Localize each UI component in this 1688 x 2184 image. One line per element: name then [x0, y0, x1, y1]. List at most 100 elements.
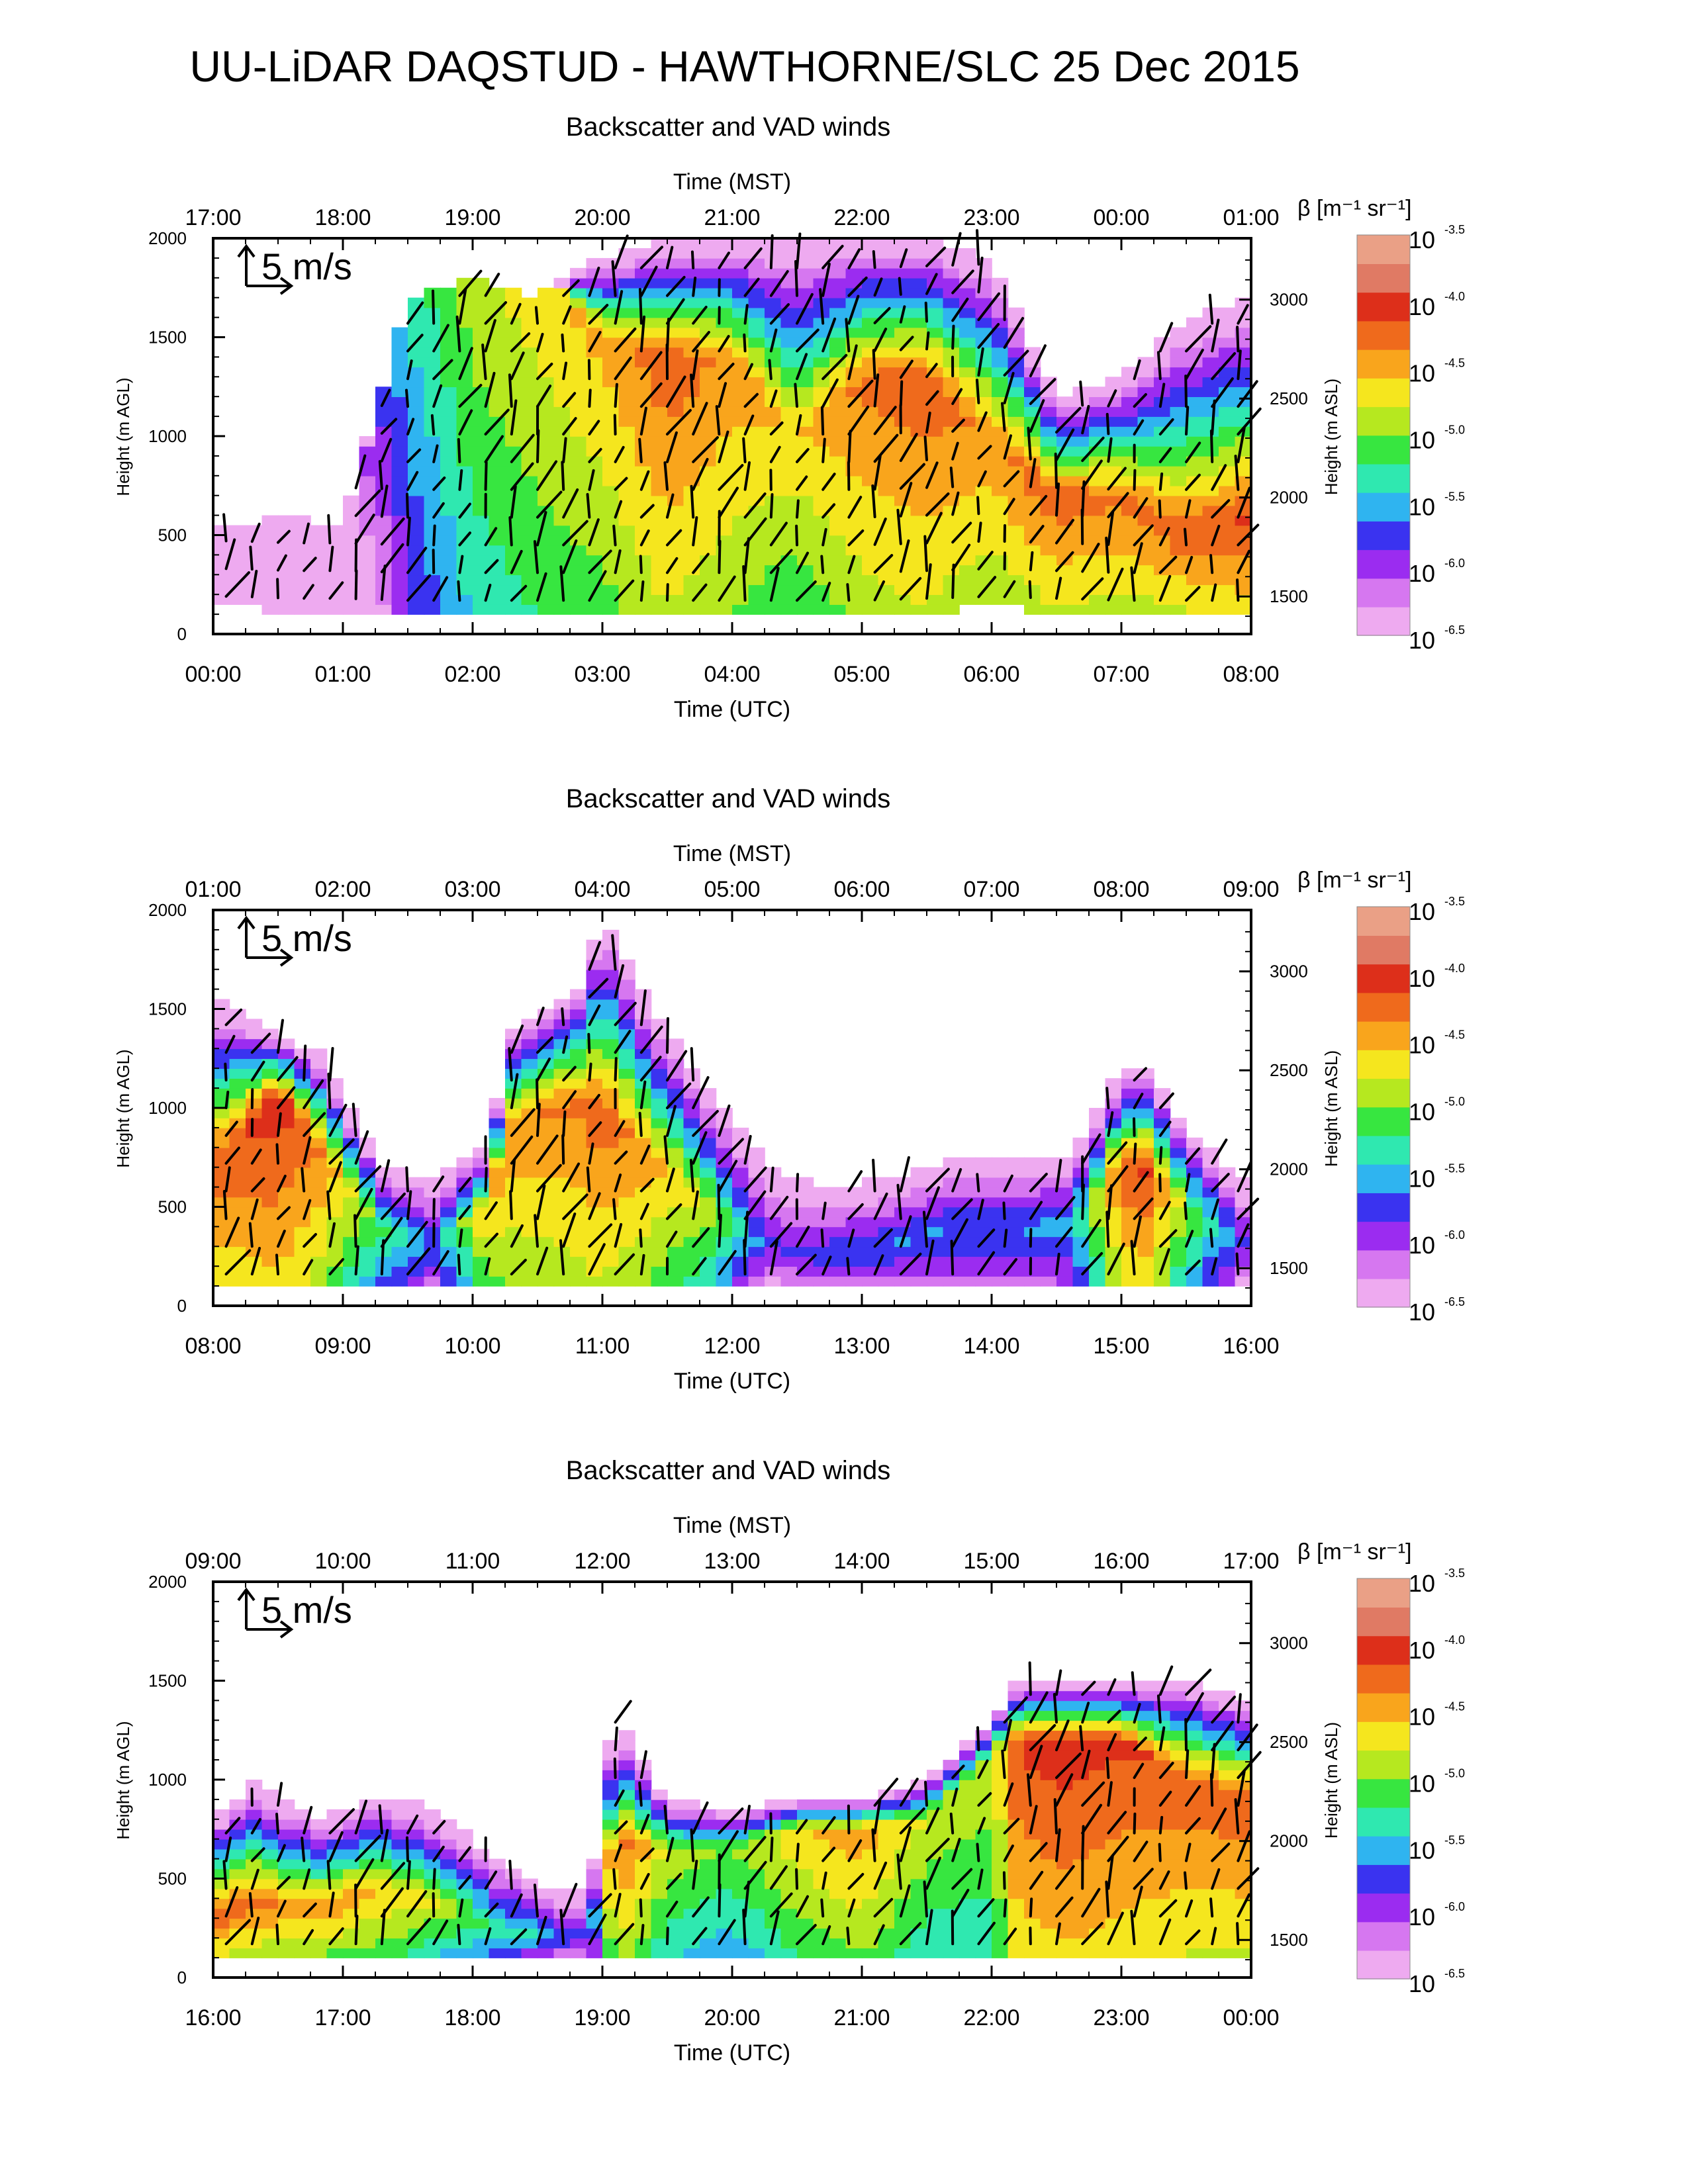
heatmap-cell: [310, 1948, 328, 1958]
heatmap-cell: [1008, 1740, 1025, 1751]
heatmap-cell: [570, 485, 587, 496]
heatmap-cell: [700, 1127, 717, 1138]
heatmap-cell: [1202, 1147, 1219, 1158]
heatmap-cell: [1008, 1206, 1025, 1218]
heatmap-cell: [1121, 1177, 1139, 1188]
heatmap-cell: [780, 367, 798, 378]
heatmap-cell: [618, 307, 635, 318]
heatmap-cell: [992, 1789, 1009, 1800]
wind-arrow: [639, 529, 650, 547]
heatmap-cell: [310, 1839, 328, 1850]
heatmap-cell: [732, 257, 749, 269]
heatmap-cell: [975, 1829, 992, 1840]
heatmap-cell: [862, 1898, 879, 1909]
heatmap-cell: [667, 1878, 684, 1889]
heatmap-cell: [326, 1246, 344, 1257]
heatmap-cell: [359, 1266, 376, 1277]
heatmap-cell: [780, 1888, 798, 1899]
heatmap-cell: [570, 267, 587, 279]
heatmap-cell: [829, 1848, 847, 1860]
colorbar-exponent: -3.5: [1444, 223, 1465, 236]
heatmap-cell: [1072, 1848, 1090, 1860]
heatmap-cell: [246, 1799, 263, 1810]
heatmap-cell: [278, 1928, 295, 1938]
heatmap-cell: [1121, 505, 1139, 516]
heatmap-cell: [618, 436, 635, 447]
heatmap-cell: [538, 445, 555, 457]
heatmap-cell: [1170, 1137, 1187, 1148]
heatmap-cell: [602, 1019, 620, 1030]
heatmap-cell: [878, 565, 895, 576]
heatmap-cell: [246, 1048, 263, 1060]
heatmap-cell: [570, 1108, 587, 1118]
heatmap-cell: [1137, 1226, 1154, 1238]
heatmap-cell: [440, 1868, 457, 1880]
colorbar-exponent: -4.5: [1444, 1028, 1465, 1042]
heatmap-cell: [553, 545, 571, 556]
heatmap-cell: [1235, 604, 1252, 615]
wind-arrow: [873, 406, 897, 435]
x-axis-label: Time (UTC): [674, 1369, 790, 1394]
heatmap-cell: [473, 584, 490, 595]
wind-arrow: [222, 1190, 228, 1220]
wind-arrow: [224, 1249, 252, 1276]
heatmap-cell: [261, 1848, 279, 1860]
wind-arrow: [458, 531, 471, 547]
heatmap-cell: [1235, 406, 1252, 417]
heatmap-cell: [310, 1888, 328, 1899]
heatmap-cell: [1219, 525, 1236, 536]
heatmap-cell: [505, 485, 522, 496]
wind-arrow: [1107, 1184, 1113, 1220]
heatmap-cell: [716, 297, 733, 308]
heatmap-cell: [732, 267, 749, 279]
heatmap-cell: [651, 1266, 668, 1277]
wind-arrow: [873, 373, 880, 408]
heatmap-cell: [829, 267, 847, 279]
heatmap-cell: [553, 1276, 571, 1287]
heatmap-cell: [1202, 584, 1219, 595]
heatmap-cell: [391, 455, 408, 467]
heatmap-cell: [246, 1197, 263, 1208]
heatmap-cell: [829, 327, 847, 338]
heatmap-cell: [862, 555, 879, 566]
top-tick-label: 06:00: [833, 877, 890, 902]
heatmap-cell: [651, 525, 668, 536]
heatmap-cell: [635, 545, 652, 556]
heatmap-cell: [1186, 436, 1203, 447]
heatmap-cell: [570, 1177, 587, 1188]
heatmap-cell: [829, 1928, 847, 1938]
wind-arrow: [303, 584, 314, 600]
heatmap-cell: [748, 1948, 765, 1958]
heatmap-cell: [538, 1216, 555, 1228]
heatmap-cell: [553, 445, 571, 457]
heatmap-cell: [310, 1858, 328, 1870]
heatmap-cell: [326, 1819, 344, 1830]
wind-arrow: [977, 551, 994, 570]
heatmap-cell: [1072, 1809, 1090, 1820]
heatmap-cell: [1219, 545, 1236, 556]
heatmap-cell: [1089, 1858, 1106, 1870]
heatmap-cell: [261, 1098, 279, 1109]
wind-arrow: [562, 361, 568, 381]
heatmap-cell: [1202, 347, 1219, 358]
heatmap-cell: [862, 495, 879, 506]
heatmap-cell: [618, 1809, 635, 1820]
heatmap-cell: [1089, 1246, 1106, 1257]
heatmap-cell: [489, 1117, 506, 1128]
heatmap-cell: [391, 1266, 408, 1277]
heatmap-cell: [716, 416, 733, 427]
heatmap-cell: [1040, 574, 1057, 586]
heatmap-cell: [391, 367, 408, 378]
wind-arrow: [769, 1240, 778, 1276]
heatmap-cell: [797, 1276, 814, 1287]
heatmap-cell: [700, 426, 717, 437]
heatmap-cell: [1008, 1276, 1025, 1287]
wind-arrow: [1107, 1242, 1125, 1276]
heatmap-cell: [732, 357, 749, 368]
wind-arrow: [1081, 436, 1105, 463]
heatmap-cell: [765, 387, 782, 397]
heatmap-cell: [489, 545, 506, 556]
wind-arrow: [1185, 473, 1201, 491]
heatmap-cell: [1040, 1858, 1057, 1870]
wind-arrow: [715, 405, 721, 436]
